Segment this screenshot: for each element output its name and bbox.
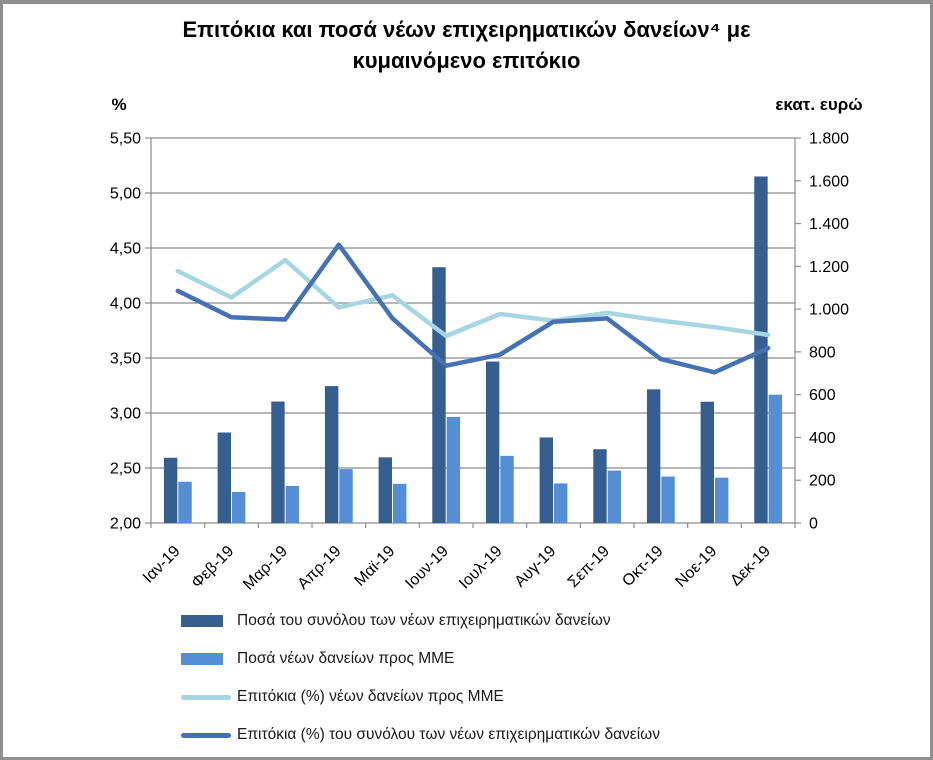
bar bbox=[768, 394, 783, 523]
legend-item-sme-amounts: Ποσά νέων δανείων προς ΜΜΕ bbox=[181, 640, 660, 678]
right-axis-tick-label: 400 bbox=[809, 430, 836, 447]
x-axis-category-label: Οκτ-19 bbox=[619, 543, 666, 590]
bar bbox=[285, 485, 300, 523]
legend-label: Ποσά του συνόλου των νέων επιχειρηματικώ… bbox=[237, 612, 611, 629]
bar bbox=[554, 483, 568, 523]
x-axis-category-label: Νοε-19 bbox=[672, 543, 720, 591]
x-axis-category-label: Ιουλ-19 bbox=[456, 543, 506, 593]
bar bbox=[485, 361, 500, 523]
left-axis-unit-label: % bbox=[111, 95, 127, 114]
legend-line-swatch-dark bbox=[181, 732, 231, 738]
legend-label: Ποσά νέων δανείων προς ΜΜΕ bbox=[237, 650, 455, 667]
left-axis-tick-label: 3,50 bbox=[110, 351, 141, 368]
bar bbox=[232, 491, 246, 523]
left-axis-tick-label: 3,00 bbox=[110, 406, 141, 423]
bar bbox=[432, 267, 446, 523]
right-axis-tick-label: 1.000 bbox=[809, 302, 849, 319]
right-axis-tick-label: 1.600 bbox=[809, 173, 849, 190]
x-axis-category-label: Μαρ-19 bbox=[240, 543, 291, 594]
right-axis-tick-label: 600 bbox=[809, 387, 836, 404]
bar bbox=[500, 455, 514, 523]
bar bbox=[178, 481, 192, 523]
line-series bbox=[175, 242, 771, 375]
bar bbox=[700, 401, 714, 523]
x-axis-category-label: Σεπ-19 bbox=[565, 543, 613, 591]
bar bbox=[446, 416, 461, 523]
left-axis-tick-label: 4,50 bbox=[110, 241, 141, 258]
bar bbox=[593, 449, 607, 523]
bar bbox=[715, 477, 729, 523]
bar bbox=[661, 476, 675, 523]
bar bbox=[217, 432, 231, 523]
left-axis-tick-label: 5,00 bbox=[110, 186, 141, 203]
right-axis-tick-label: 1.800 bbox=[809, 131, 849, 148]
x-axis-category-label: Αυγ-19 bbox=[512, 543, 560, 591]
legend-line-swatch-light bbox=[181, 694, 231, 700]
x-axis-category-label: Ιαν-19 bbox=[140, 543, 184, 587]
right-axis-tick-label: 0 bbox=[809, 516, 818, 533]
x-axis-category-label: Δεκ-19 bbox=[727, 543, 774, 590]
legend-item-total-amounts: Ποσά του συνόλου των νέων επιχειρηματικώ… bbox=[181, 602, 660, 640]
chart-title: Επιτόκια και ποσά νέων επιχειρηματικών δ… bbox=[182, 17, 751, 73]
legend-item-sme-rates: Επιτόκια (%) νέων δανείων προς ΜΜΕ bbox=[181, 678, 660, 716]
bar bbox=[271, 401, 285, 523]
x-axis-category-label: Απρ-19 bbox=[295, 543, 345, 593]
bar bbox=[339, 469, 353, 523]
bar bbox=[163, 457, 178, 523]
right-axis-unit-label: εκατ. ευρώ bbox=[775, 95, 863, 114]
chart-plot: 5,50 5,00 4,50 4,00 3,50 3,00 2,50 2,00 1.800 1.6… bbox=[110, 131, 849, 594]
right-axis-tick-label: 200 bbox=[809, 473, 836, 490]
legend-bar-swatch-light bbox=[181, 653, 223, 665]
legend-bar-swatch-dark bbox=[181, 615, 223, 627]
left-axis-tick-label: 2,00 bbox=[110, 516, 141, 533]
x-axis-category-label: Ιουν-19 bbox=[402, 543, 452, 593]
left-axis-tick-label: 5,50 bbox=[110, 131, 141, 148]
right-axis-tick-label: 1.200 bbox=[809, 259, 849, 276]
bar bbox=[646, 389, 661, 523]
bar bbox=[324, 386, 339, 523]
right-axis-tick-label: 800 bbox=[809, 344, 836, 361]
chart-legend: Ποσά του συνόλου των νέων επιχειρηματικώ… bbox=[181, 602, 660, 754]
legend-label: Επιτόκια (%) νέων δανείων προς ΜΜΕ bbox=[237, 688, 504, 705]
legend-item-total-rates: Επιτόκια (%) του συνόλου των νέων επιχει… bbox=[181, 716, 660, 754]
bar bbox=[539, 437, 553, 523]
right-axis-tick-label: 1.400 bbox=[809, 216, 849, 233]
left-axis-tick-label: 2,50 bbox=[110, 461, 141, 478]
legend-label: Επιτόκια (%) του συνόλου των νέων επιχει… bbox=[237, 726, 661, 743]
bar bbox=[607, 470, 622, 523]
x-axis-category-label: Φεβ-19 bbox=[188, 543, 237, 592]
line-series bbox=[175, 257, 771, 339]
x-axis-category-label: Μαϊ-19 bbox=[351, 543, 398, 590]
left-axis-tick-label: 4,00 bbox=[110, 296, 141, 313]
bar bbox=[378, 457, 392, 523]
bar bbox=[393, 483, 407, 523]
